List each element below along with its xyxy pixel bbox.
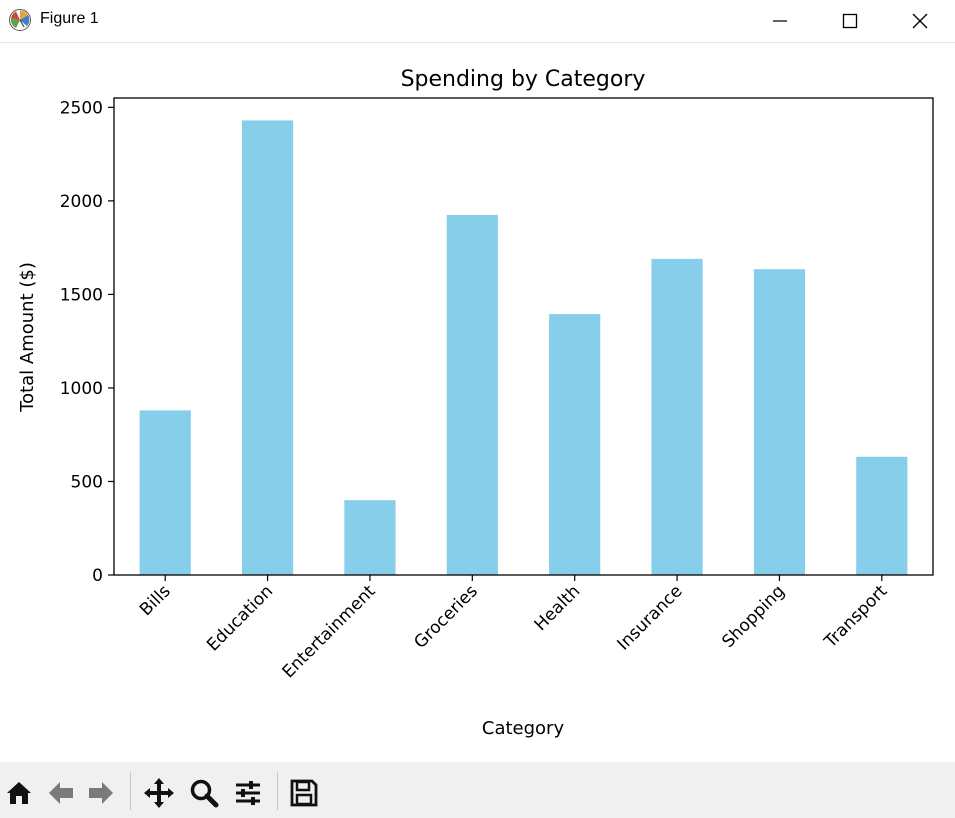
bars-layer bbox=[139, 120, 908, 576]
bar-groceries bbox=[446, 214, 498, 576]
bar-insurance bbox=[651, 258, 703, 575]
y-tick-label: 500 bbox=[71, 472, 103, 492]
bar-bills bbox=[139, 410, 191, 575]
x-tick-label: Groceries bbox=[410, 581, 482, 653]
x-axis-ticks: Bills Education Entertainment Groceries Heal… bbox=[136, 575, 892, 682]
y-tick-label: 2000 bbox=[60, 192, 103, 212]
pan-button[interactable] bbox=[142, 776, 176, 810]
y-tick-label: 1000 bbox=[60, 379, 103, 399]
configure-subplots-button[interactable] bbox=[231, 776, 265, 810]
chart-title: Spending by Category bbox=[401, 67, 646, 92]
home-icon bbox=[7, 782, 31, 804]
plot-frame bbox=[113, 97, 934, 576]
y-tick-label: 2500 bbox=[60, 98, 103, 118]
x-tick-label: Insurance bbox=[613, 581, 686, 654]
minimize-icon bbox=[773, 20, 787, 22]
close-icon bbox=[912, 13, 928, 29]
back-button[interactable] bbox=[44, 776, 78, 810]
zoom-magnifier-icon bbox=[190, 779, 219, 808]
x-tick-label: Education bbox=[203, 581, 277, 655]
window-titlebar: Figure 1 bbox=[0, 0, 955, 43]
close-button[interactable] bbox=[885, 0, 955, 42]
bar-health bbox=[549, 314, 601, 575]
x-axis-label: Category bbox=[482, 718, 565, 739]
window-title: Figure 1 bbox=[40, 10, 99, 27]
bar-transport bbox=[856, 456, 908, 575]
maximize-button[interactable] bbox=[815, 0, 885, 42]
save-button[interactable] bbox=[287, 776, 321, 810]
y-tick-label: 1500 bbox=[60, 285, 103, 305]
configure-subplots-icon bbox=[236, 781, 260, 805]
bar-shopping bbox=[753, 269, 806, 575]
x-tick-label: Health bbox=[531, 581, 585, 635]
x-tick-label: Transport bbox=[820, 581, 891, 652]
forward-arrow-icon bbox=[89, 782, 113, 804]
x-tick-label: Bills bbox=[136, 581, 175, 620]
back-arrow-icon bbox=[49, 782, 73, 804]
minimize-button[interactable] bbox=[745, 0, 815, 42]
matplotlib-app-icon bbox=[9, 9, 31, 31]
x-tick-label: Entertainment bbox=[279, 581, 380, 682]
navigation-toolbar bbox=[0, 762, 955, 818]
bar-chart: Spending by Category 0 500 1000 1500 2000 250… bbox=[17, 67, 934, 739]
toolbar-separator bbox=[130, 772, 131, 810]
save-floppy-icon bbox=[290, 779, 318, 807]
zoom-button[interactable] bbox=[187, 776, 221, 810]
y-axis-ticks: 0 500 1000 1500 2000 2500 bbox=[60, 98, 114, 586]
toolbar-separator bbox=[277, 772, 278, 810]
maximize-icon bbox=[842, 13, 858, 29]
y-tick-label: 0 bbox=[92, 566, 103, 586]
x-tick-label: Shopping bbox=[718, 581, 789, 652]
bar-entertainment bbox=[344, 500, 396, 575]
figure-canvas[interactable]: Spending by Category 0 500 1000 1500 2000 250… bbox=[0, 43, 955, 760]
y-axis-label: Total Amount ($) bbox=[17, 262, 38, 413]
pan-move-icon bbox=[144, 778, 174, 808]
bar-education bbox=[241, 120, 294, 576]
forward-button[interactable] bbox=[84, 776, 118, 810]
home-button[interactable] bbox=[2, 776, 36, 810]
